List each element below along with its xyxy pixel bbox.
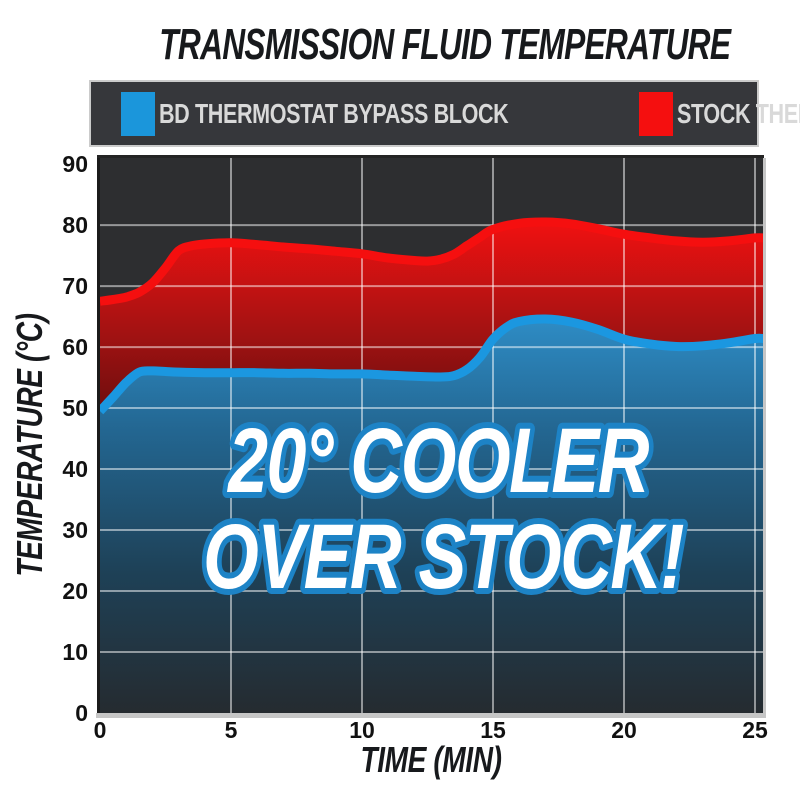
legend-label-bd-thermostat: BD THERMOSTAT BYPASS BLOCK	[159, 97, 509, 129]
legend-bar: BD THERMOSTAT BYPASS BLOCK STOCK THERMOS…	[89, 80, 800, 147]
series-line-bd-bypass	[100, 314, 763, 415]
x-tick-10: 10	[349, 717, 375, 743]
y-tick-90: 90	[62, 151, 88, 177]
legend-item-stock-thermostat: STOCK THERMOSTAT	[638, 91, 800, 136]
blue-series-swatch	[121, 91, 155, 136]
x-tick-5: 5	[225, 717, 238, 743]
legend-item-bd-thermostat: BD THERMOSTAT BYPASS BLOCK	[121, 91, 613, 136]
temperature-chart: 0 5 10 15 20 25 0 10 20 30 40 50 60 70 80 90 TEMPERATU…	[10, 151, 768, 780]
y-tick-80: 80	[62, 212, 88, 238]
callout-line-1: 20° COOLER	[226, 409, 649, 512]
y-tick-40: 40	[62, 456, 88, 482]
y-tick-70: 70	[62, 273, 88, 299]
y-axis-title: TEMPERATURE (°C)	[10, 313, 50, 576]
legend-label-stock-thermostat: STOCK THERMOSTAT	[676, 97, 800, 129]
x-tick-20: 20	[611, 717, 637, 743]
page-title: TRANSMISSION FLUID TEMPERATURE	[159, 20, 731, 69]
y-tick-0: 0	[75, 700, 88, 726]
x-axis-tick-labels: 0 5 10 15 20 25	[94, 717, 768, 743]
overlay-callout: 20° COOLER OVER STOCK!	[198, 404, 691, 613]
y-tick-30: 30	[62, 517, 88, 543]
x-tick-0: 0	[94, 717, 107, 743]
y-tick-50: 50	[62, 395, 88, 421]
x-tick-25: 25	[742, 717, 768, 743]
x-tick-15: 15	[480, 717, 506, 743]
callout-line-2: OVER STOCK!	[203, 505, 684, 608]
gridlines	[100, 158, 763, 713]
series-lines	[100, 217, 763, 415]
red-series-swatch	[638, 91, 673, 136]
plot-frame	[96, 155, 766, 718]
series-line-stock	[100, 217, 763, 306]
y-tick-10: 10	[62, 639, 88, 665]
y-tick-20: 20	[62, 578, 88, 604]
y-tick-60: 60	[62, 334, 88, 360]
y-axis-tick-labels: 0 10 20 30 40 50 60 70 80 90	[62, 151, 88, 726]
x-axis-title: TIME (MIN)	[360, 740, 501, 780]
